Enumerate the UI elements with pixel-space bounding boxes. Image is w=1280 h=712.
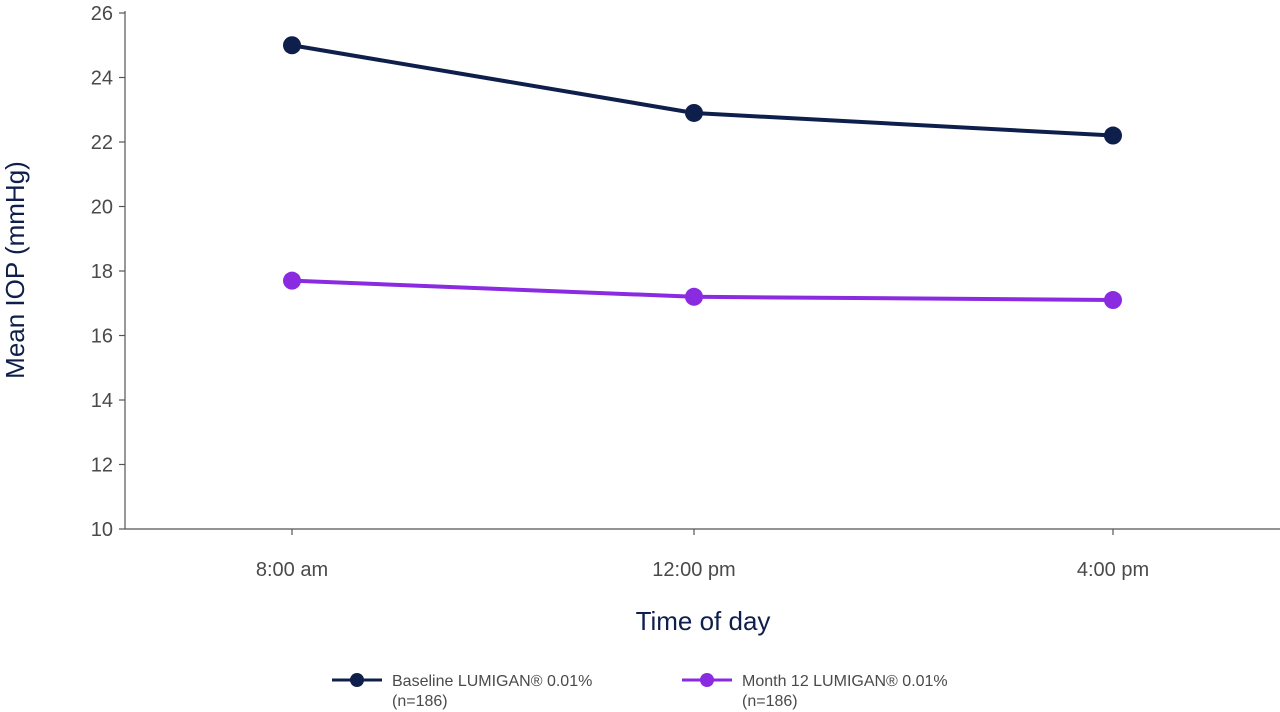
y-tick-label: 24 bbox=[91, 68, 113, 90]
data-point bbox=[283, 271, 301, 290]
y-tick-label: 12 bbox=[91, 455, 113, 477]
legend-label: Month 12 LUMIGAN® 0.01% bbox=[742, 673, 948, 690]
legend-item: Month 12 LUMIGAN® 0.01% (n=186) bbox=[682, 673, 948, 710]
data-point bbox=[1104, 291, 1122, 310]
series-month-12 bbox=[283, 271, 1122, 310]
x-axis-title: Time of day bbox=[636, 606, 771, 636]
y-tick-label: 22 bbox=[91, 132, 113, 154]
legend-swatch-marker bbox=[700, 673, 714, 687]
series-baseline bbox=[283, 36, 1122, 145]
legend-item: Baseline LUMIGAN® 0.01% (n=186) bbox=[332, 673, 592, 710]
legend: Baseline LUMIGAN® 0.01%(n=186)Month 12 L… bbox=[332, 673, 948, 710]
y-tick-label: 18 bbox=[91, 261, 113, 283]
series-line bbox=[290, 43, 1115, 138]
y-tick-label: 20 bbox=[91, 197, 113, 219]
data-point bbox=[283, 36, 301, 55]
legend-label-note: (n=186) bbox=[392, 693, 448, 710]
x-tick-label: 12:00 pm bbox=[652, 559, 735, 581]
data-point bbox=[1104, 126, 1122, 145]
legend-swatch-marker bbox=[350, 673, 364, 687]
data-point bbox=[685, 287, 703, 306]
y-tick-label: 16 bbox=[91, 326, 113, 348]
chart-axes bbox=[124, 11, 1280, 530]
y-axis-ticks: 10 12 14 16 18 20 22 24 26 bbox=[91, 3, 125, 541]
series-layer bbox=[283, 36, 1122, 310]
y-tick-label: 26 bbox=[91, 3, 113, 25]
y-axis-title: Mean IOP (mmHg) bbox=[0, 161, 30, 379]
x-tick-label: 4:00 pm bbox=[1077, 559, 1149, 581]
y-tick-label: 10 bbox=[91, 519, 113, 541]
x-axis-ticks: 8:00 am 12:00 pm 4:00 pm bbox=[256, 529, 1149, 581]
legend-label: Baseline LUMIGAN® 0.01% bbox=[392, 673, 592, 690]
legend-label-note: (n=186) bbox=[742, 693, 798, 710]
y-tick-label: 14 bbox=[91, 390, 113, 412]
data-point bbox=[685, 103, 703, 122]
x-tick-label: 8:00 am bbox=[256, 559, 328, 581]
